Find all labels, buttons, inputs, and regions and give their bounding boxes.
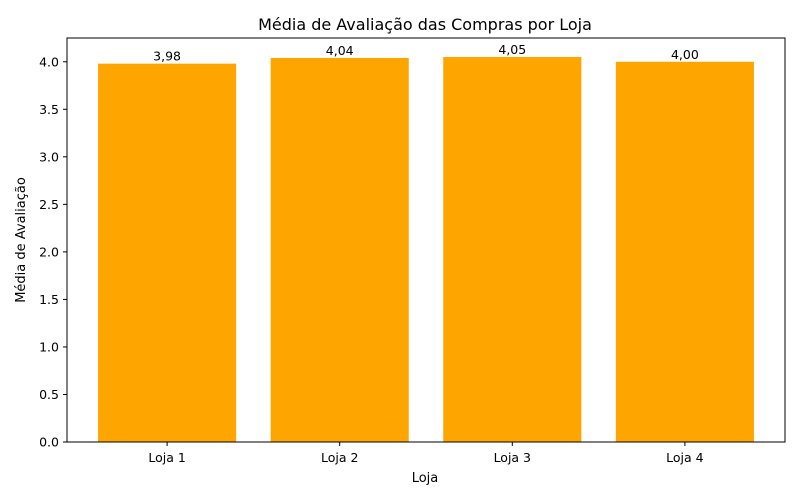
- y-tick-label-2: 1.0: [39, 339, 59, 354]
- y-tick-label-5: 2.5: [39, 197, 59, 212]
- bar-2: [270, 57, 409, 443]
- bar-1: [98, 63, 237, 442]
- bars-layer: [98, 57, 754, 443]
- data-label-3: 4,05: [498, 42, 526, 57]
- chart-title: Média de Avaliação das Compras por Loja: [258, 15, 592, 34]
- x-axis: Loja 1 Loja 2 Loja 3 Loja 4: [148, 442, 704, 465]
- data-label-1: 3,98: [153, 49, 181, 64]
- y-tick-label-3: 1.5: [39, 292, 59, 307]
- y-axis: 0.0 0.5 1.0 1.5 2.0 2.5 3.0 3.5 4.0: [39, 54, 67, 450]
- y-tick-label-1: 0.5: [39, 387, 59, 402]
- data-label-2: 4,04: [326, 43, 354, 58]
- plot-frame: [66, 37, 786, 443]
- y-tick-label-8: 4.0: [39, 54, 59, 69]
- data-labels-layer: 3,98 4,04 4,05 4,00: [153, 42, 699, 64]
- y-tick-label-4: 2.0: [39, 244, 59, 259]
- x-tick-label-3: Loja 3: [494, 450, 531, 465]
- x-tick-label-2: Loja 2: [321, 450, 358, 465]
- x-tick-label-1: Loja 1: [148, 450, 185, 465]
- y-tick-label-7: 3.5: [39, 102, 59, 117]
- bar-3: [443, 57, 582, 442]
- bar-4: [615, 61, 754, 442]
- x-tick-label-4: Loja 4: [666, 450, 703, 465]
- x-axis-label: Loja: [412, 471, 439, 486]
- y-tick-label-6: 3.0: [39, 149, 59, 164]
- data-label-4: 4,00: [671, 47, 699, 62]
- y-axis-label: Média de Avaliação: [14, 177, 29, 303]
- y-tick-label-0: 0.0: [39, 435, 59, 450]
